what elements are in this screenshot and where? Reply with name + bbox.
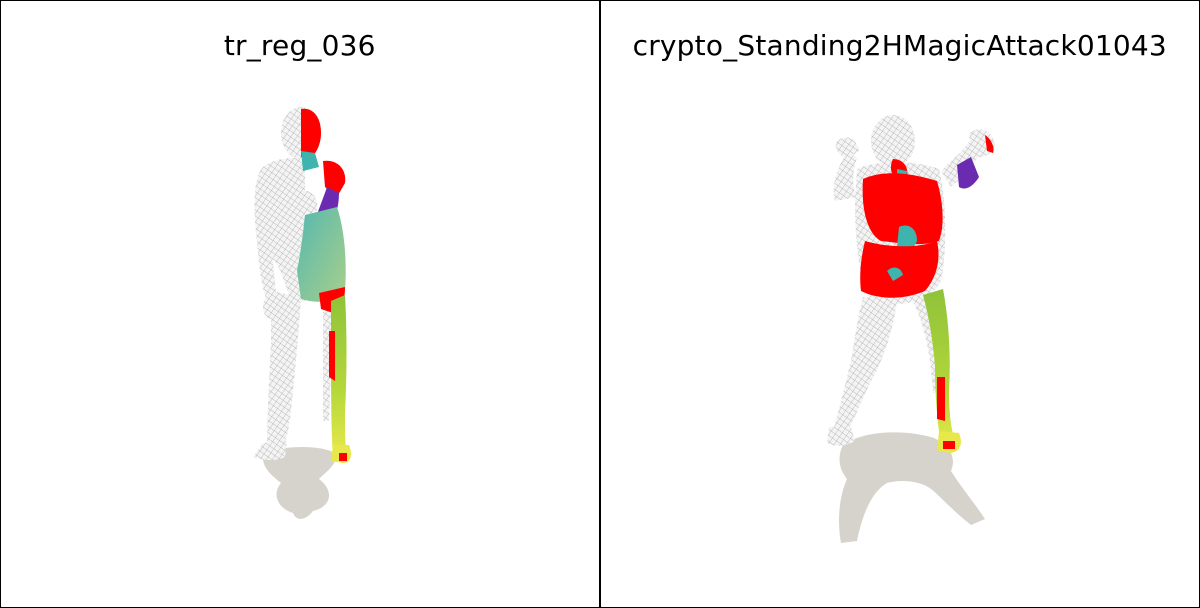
left-panel-title: tr_reg_036 <box>223 29 376 62</box>
right-figure-colored-surface <box>859 135 994 453</box>
right-render-panel[interactable]: crypto_Standing2HMagicAttack01043 <box>600 1 1199 607</box>
right-mesh-render <box>826 115 995 543</box>
left-figure-shadow <box>262 447 336 519</box>
left-mesh-render <box>253 107 351 519</box>
left-figure-colored-surface <box>297 108 351 463</box>
right-figure-shadow <box>838 432 985 543</box>
left-render-panel[interactable]: tr_reg_036 <box>1 1 601 607</box>
right-panel-title: crypto_Standing2HMagicAttack01043 <box>632 29 1167 62</box>
